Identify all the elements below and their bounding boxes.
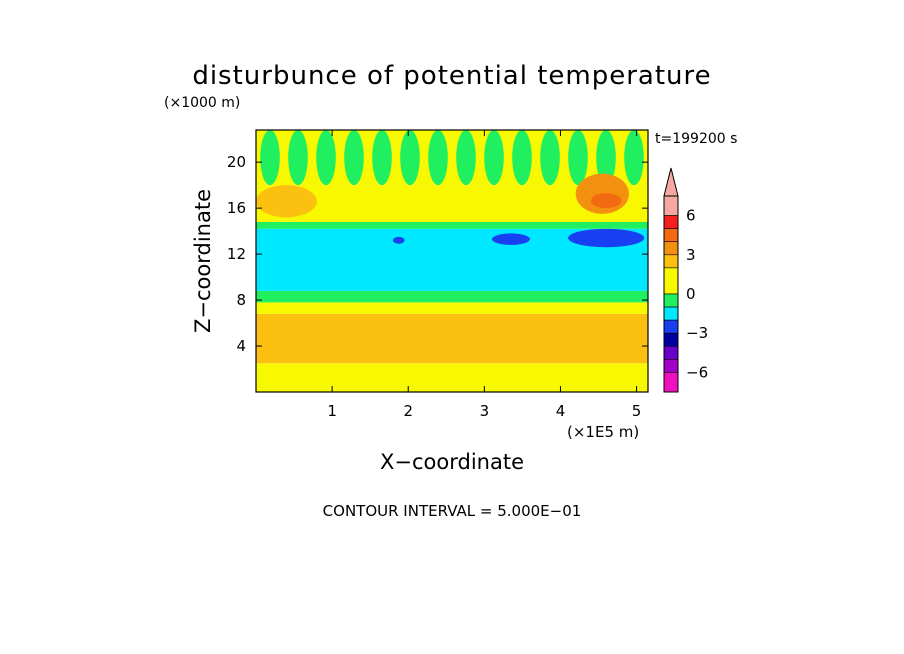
field-band-1 [256,313,648,364]
y-tick-label-0: 4 [236,337,246,355]
field-feature-6-3 [344,130,364,186]
colorbar-level-13 [663,372,679,393]
field-feature-1 [491,233,531,245]
field-feature-6-10 [540,130,560,186]
colorbar-tick-label-3: −3 [686,324,708,342]
x-tick-label-3: 4 [556,402,566,420]
field-band-2 [256,302,648,314]
colorbar-frame [663,195,679,393]
colorbar-level-2 [663,215,679,229]
field-feature-6-13 [624,130,644,186]
field-feature-4 [590,193,622,209]
colorbar-level-11 [663,345,679,360]
y-tick-label-1: 8 [236,291,246,309]
colorbar-tick-label-2: 0 [686,285,696,303]
field-feature-5 [256,185,317,218]
field-feature-2 [393,236,405,244]
y-axis-ticks: 4 8 12 16 20 [227,153,648,355]
colorbar-level-7 [663,293,679,308]
field-feature-0 [568,228,645,248]
colorbar-level-12 [663,359,679,373]
x-tick-label-1: 2 [403,402,413,420]
field-feature-6-1 [288,130,308,186]
colorbar-tick-label-4: −6 [686,363,708,381]
x-tick-label-2: 3 [480,402,490,420]
y-tick-label-4: 20 [227,153,246,171]
field-feature-6-12 [596,130,616,186]
field-feature-6-8 [484,130,504,186]
x-tick-label-4: 5 [632,402,642,420]
plot-frame [255,129,649,393]
y-tick-label-3: 16 [227,199,246,217]
field-feature-6-0 [260,130,280,186]
colorbar-tick-label-1: 3 [686,246,696,264]
colorbar-level-5 [663,254,679,269]
contour-interval-footer: CONTOUR INTERVAL = 5.000E−01 [323,502,582,520]
field-feature-6-7 [456,130,476,186]
field-feature-6-6 [428,130,448,186]
colorbar-level-1 [663,195,679,216]
x-tick-label-0: 1 [327,402,337,420]
field-feature-6-2 [316,130,336,186]
time-label: t=199200 s [655,131,737,147]
y-axis-label: Z−coordinate [191,189,215,333]
colorbar-level-4 [663,241,679,256]
field-feature-6-9 [512,130,532,186]
x-axis-unit: (×1E5 m) [567,423,639,441]
colorbar-level-6 [663,267,679,295]
field-feature-6-11 [568,130,588,186]
x-axis-ticks: 1 2 3 4 5 [327,130,641,420]
field-band-3 [256,290,648,303]
y-tick-label-2: 12 [227,245,246,263]
colorbar-level-3 [663,228,679,243]
colorbar-level-9 [663,319,679,334]
field-feature-6-5 [400,130,420,186]
colorbar: 6 3 0 −3 −6 [663,167,708,393]
colorbar-level-8 [663,306,679,321]
field-band-0 [256,363,648,392]
colorbar-over-arrow [663,167,679,197]
field-band-5 [256,221,648,229]
field-feature-6-4 [372,130,392,186]
colorbar-tick-label-0: 6 [686,207,696,225]
y-axis-unit: (×1000 m) [164,95,240,111]
colorbar-level-10 [663,332,679,347]
chart-title: disturbunce of potential temperature [192,61,711,91]
contour-field [256,130,648,392]
x-axis-label: X−coordinate [380,450,524,474]
